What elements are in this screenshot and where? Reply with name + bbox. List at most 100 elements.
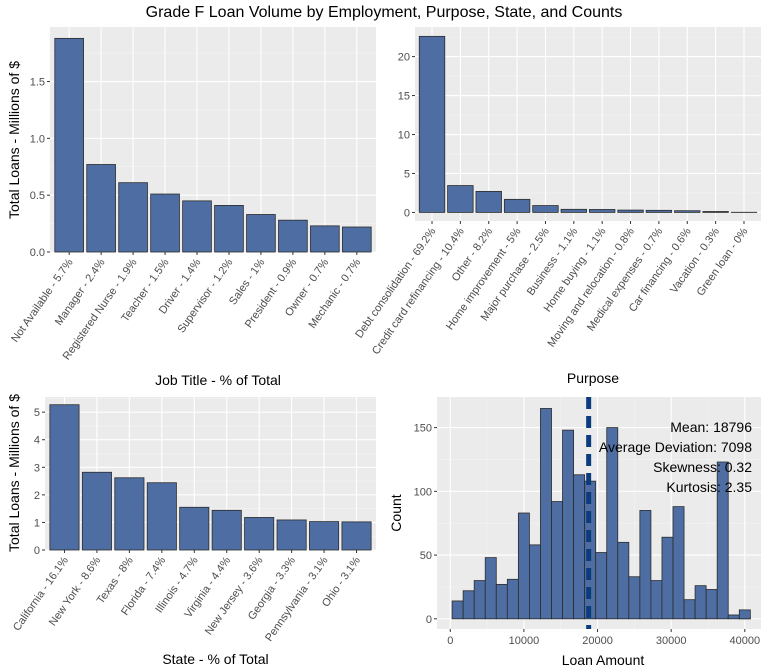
y-tick-label: 0 <box>426 614 432 626</box>
x-tick-label: 10000 <box>509 635 540 647</box>
bar <box>309 521 340 551</box>
histogram-bar <box>484 557 497 620</box>
bar <box>310 225 340 253</box>
bar <box>179 506 210 551</box>
x-axis-label: Loan Amount <box>562 652 645 668</box>
histogram-bar <box>672 506 685 620</box>
histogram-bar <box>551 501 563 620</box>
x-tick-label: 20000 <box>582 635 613 647</box>
y-tick-label: 50 <box>420 550 432 562</box>
x-tick-label: California - 16.1% <box>11 555 71 634</box>
histogram-bar <box>606 427 619 620</box>
bar <box>702 211 729 213</box>
bar <box>86 164 116 253</box>
bar <box>246 214 276 253</box>
bar <box>211 509 242 551</box>
x-axis-label: State - % of Total <box>162 651 268 667</box>
y-tick-label: 150 <box>414 423 432 435</box>
figure-title: Grade F Loan Volume by Employment, Purpo… <box>146 4 623 21</box>
y-tick-label: 1.5 <box>30 77 45 89</box>
bar <box>54 37 84 253</box>
histogram-bar <box>495 583 508 620</box>
bar <box>49 404 80 551</box>
bar <box>532 205 559 213</box>
y-tick-label: 1.0 <box>30 133 45 145</box>
stat-annotation: Kurtosis: 2.35 <box>666 479 752 495</box>
y-axis-label: Count <box>388 494 404 531</box>
bar <box>214 205 244 253</box>
histogram-bar <box>639 510 652 620</box>
histogram-bar <box>451 600 464 620</box>
y-tick-label: 5 <box>34 407 40 419</box>
bar <box>503 198 531 213</box>
y-tick-label: 5 <box>404 168 410 180</box>
bar <box>244 517 275 551</box>
histogram-bar <box>716 461 729 620</box>
histogram-bar <box>529 544 541 620</box>
histogram-bar <box>462 590 475 620</box>
y-tick-label: 4 <box>34 435 40 447</box>
bar <box>342 226 372 253</box>
y-tick-label: 20 <box>398 52 410 64</box>
stat-annotation: Average Deviation: 7098 <box>599 439 752 455</box>
x-tick-label: 40000 <box>730 635 761 647</box>
bar <box>475 190 502 213</box>
y-tick-label: 2 <box>34 490 40 502</box>
y-tick-label: 3 <box>34 462 40 474</box>
y-axis-label: Total Loans - Millions of $ <box>6 61 22 219</box>
x-tick-label: New Jersey - 3.6% <box>203 555 266 638</box>
bar <box>617 209 644 213</box>
bar <box>589 209 616 213</box>
histogram-bar <box>705 589 718 620</box>
histogram-bar <box>650 580 663 620</box>
x-axis-label: Purpose <box>567 370 619 386</box>
y-tick-label: 0.0 <box>30 247 45 259</box>
x-tick-label: Green loan - 0% <box>695 226 751 299</box>
histogram-bar <box>506 578 519 620</box>
bar <box>150 193 180 253</box>
y-tick-label: 0 <box>404 207 410 219</box>
stat-annotation: Skewness: 0.32 <box>653 459 752 475</box>
histogram-bar <box>617 541 630 620</box>
histogram-bar <box>683 599 696 620</box>
histogram-bar <box>573 474 586 620</box>
bar <box>146 482 177 551</box>
bar <box>645 209 673 213</box>
x-tick-label: Not Available - 5.7% <box>9 257 76 345</box>
y-tick-label: 100 <box>414 486 432 498</box>
y-tick-label: 10 <box>398 130 410 142</box>
bar <box>114 477 145 551</box>
x-axis-label: Job Title - % of Total <box>155 372 281 388</box>
bar <box>418 35 446 213</box>
x-tick-label: 0 <box>447 635 453 647</box>
bar <box>560 208 587 213</box>
bar <box>278 219 308 253</box>
histogram-bar <box>517 512 530 620</box>
y-tick-label: 15 <box>398 91 410 103</box>
bar <box>341 521 372 551</box>
bar <box>674 210 701 213</box>
histogram-bar <box>473 580 486 620</box>
histogram-bar <box>562 429 574 620</box>
histogram-bar <box>628 576 641 620</box>
bar <box>81 471 112 551</box>
bar <box>118 182 148 253</box>
histogram-bar <box>595 552 608 620</box>
y-tick-label: 1 <box>34 517 40 529</box>
histogram-bar <box>694 585 707 620</box>
y-tick-label: 0 <box>34 545 40 557</box>
x-tick-label: Business - 1.1% <box>525 226 581 298</box>
histogram-bar <box>727 614 740 620</box>
stat-annotation: Mean: 18796 <box>670 419 752 435</box>
bar <box>182 200 212 253</box>
x-tick-label: Pennsylvania - 3.1% <box>263 555 330 644</box>
y-axis-label: Total Loans - Millions of $ <box>6 394 22 552</box>
histogram-bar <box>738 609 751 620</box>
histogram-bar <box>540 408 552 620</box>
histogram-bar <box>661 536 674 620</box>
bar <box>276 519 307 551</box>
